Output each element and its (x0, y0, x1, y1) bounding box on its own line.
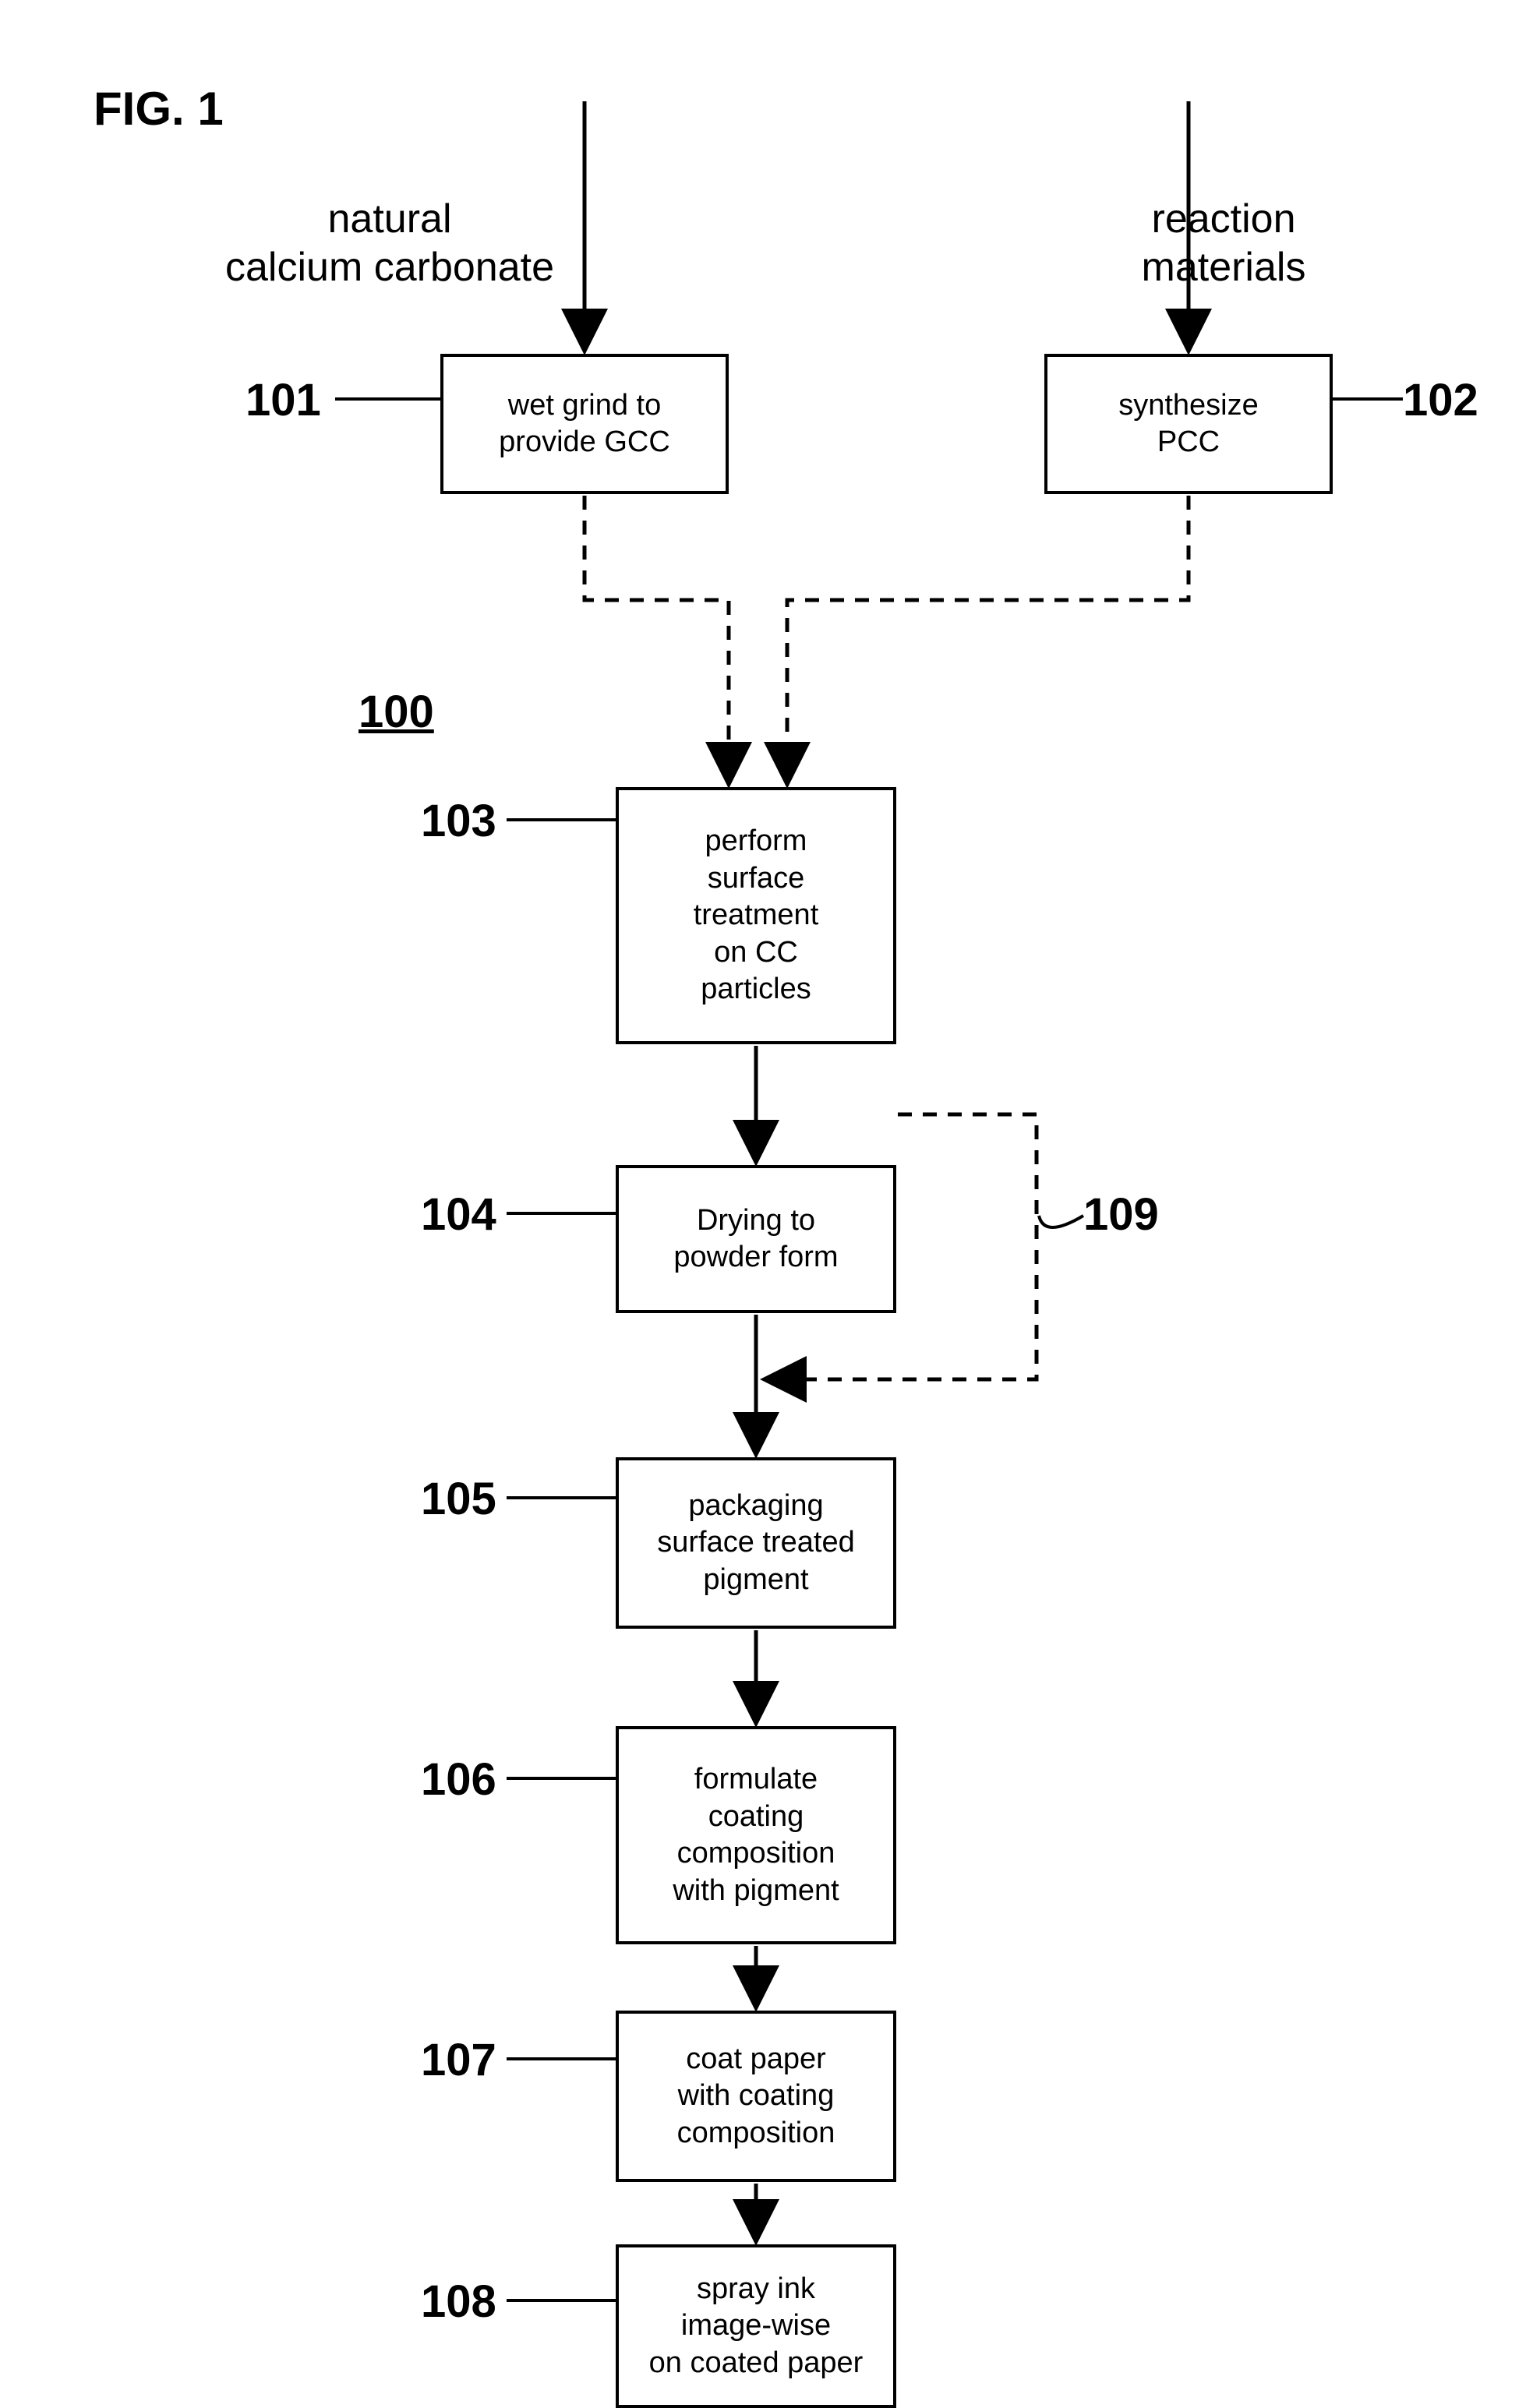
label-104: 104 (421, 1188, 496, 1241)
box-108: spray ink image-wise on coated paper (616, 2244, 896, 2408)
figure-ref-number: 100 (359, 686, 434, 738)
label-101: 101 (245, 374, 321, 426)
label-102: 102 (1403, 374, 1478, 426)
label-106: 106 (421, 1753, 496, 1806)
box-102: synthesize PCC (1044, 354, 1333, 494)
box-105: packaging surface treated pigment (616, 1457, 896, 1629)
input-label-left: natural calcium carbonate (210, 195, 569, 292)
label-109: 109 (1083, 1188, 1159, 1241)
label-107: 107 (421, 2034, 496, 2086)
box-107: coat paper with coating composition (616, 2011, 896, 2182)
label-108: 108 (421, 2276, 496, 2328)
box-103: perform surface treatment on CC particle… (616, 787, 896, 1044)
label-105: 105 (421, 1473, 496, 1525)
input-label-right: reaction materials (1114, 195, 1333, 292)
label-103: 103 (421, 795, 496, 847)
box-101: wet grind to provide GCC (440, 354, 729, 494)
box-106: formulate coating composition with pigme… (616, 1726, 896, 1944)
box-104: Drying to powder form (616, 1165, 896, 1313)
figure-title: FIG. 1 (94, 82, 224, 136)
